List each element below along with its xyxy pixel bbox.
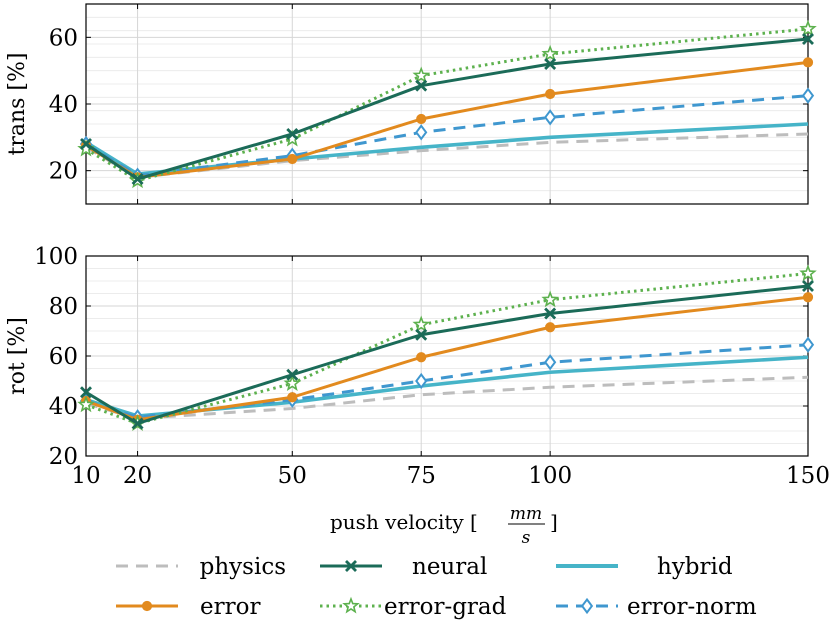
legend-entry-error: error [116, 594, 260, 620]
data-point-error [287, 392, 298, 403]
legend-entry-error-norm: error-norm [556, 594, 757, 620]
x-axis-label-close: ] [550, 510, 558, 534]
data-point-error [416, 113, 427, 125]
data-point-error [802, 57, 814, 68]
y-tick-label: 60 [49, 25, 78, 51]
data-point-error [287, 153, 298, 165]
y-tick-label: 80 [49, 294, 78, 320]
y-tick-label: 20 [49, 444, 78, 470]
y-tick-label: 60 [49, 344, 78, 370]
legend-marker-neural [345, 560, 357, 572]
legend-label-error-norm: error-norm [627, 594, 757, 620]
x-axis-label-denominator: s [522, 528, 531, 548]
y-axis-label: trans [%] [5, 53, 30, 156]
x-tick-label: 50 [278, 463, 307, 489]
y-tick-label: 40 [49, 92, 78, 118]
data-point-error-norm [544, 354, 557, 371]
data-point-neural [802, 33, 814, 45]
data-point-error-grad [541, 44, 559, 62]
data-point-error-norm [415, 372, 428, 390]
legend-entry-hybrid: hybrid [556, 554, 733, 580]
series-neural [80, 33, 814, 185]
y-axis-label: rot [%] [5, 317, 30, 395]
data-point-neural [544, 58, 557, 70]
series-error-grad [77, 264, 817, 431]
series-line-error [85, 295, 809, 422]
data-point-error-grad [412, 315, 430, 333]
data-point-neural [544, 307, 557, 320]
series-line-error-grad [85, 27, 809, 183]
data-point-error-norm [801, 336, 815, 353]
y-tick-label: 100 [34, 244, 78, 270]
data-point-neural [286, 128, 299, 140]
legend-entry-error-grad: error-grad [320, 594, 507, 620]
data-point-error-grad [412, 66, 430, 84]
series-line-error-grad [85, 272, 809, 425]
legend-entry-physics: physics [116, 554, 286, 580]
data-point-neural [415, 79, 428, 92]
data-point-error-grad [283, 374, 302, 391]
data-point-neural [415, 328, 428, 341]
x-tick-label: 20 [123, 463, 152, 489]
data-point-neural [286, 368, 299, 381]
data-point-error [545, 322, 556, 333]
legend-marker-error [141, 600, 153, 612]
legend-label-physics: physics [200, 554, 286, 580]
x-tick-label: 150 [786, 463, 830, 489]
data-point-neural [80, 386, 92, 399]
data-point-neural [80, 138, 92, 150]
legend-label-hybrid: hybrid [657, 554, 733, 580]
data-point-error [545, 88, 556, 100]
series-neural [80, 280, 814, 430]
data-point-error-norm [801, 87, 815, 104]
legend-marker-error-grad [342, 596, 360, 614]
data-point-neural [131, 417, 144, 430]
x-tick-label: 100 [528, 463, 572, 489]
data-point-error-norm [544, 109, 557, 126]
series-error [80, 292, 814, 425]
y-tick-label: 40 [49, 394, 78, 420]
legend-entry-neural: neural [320, 554, 487, 580]
x-axis-label: push velocity [ mm s] [330, 504, 558, 548]
data-point-error-grad [799, 19, 817, 37]
x-tick-label: 10 [71, 463, 100, 489]
data-point-error [416, 352, 427, 363]
data-point-error-grad [541, 290, 559, 308]
series-line-neural [85, 37, 809, 181]
legend-marker-error-norm [580, 597, 594, 615]
legend-label-neural: neural [412, 554, 487, 580]
data-point-neural [131, 173, 144, 185]
data-point-error-grad [799, 264, 817, 281]
data-point-neural [802, 280, 814, 292]
legend: physics neural hybrid error error-grad error-… [116, 554, 757, 620]
series-line-error [85, 60, 809, 179]
x-axis-label-text: push velocity [ [330, 510, 478, 534]
data-point-error-grad [77, 395, 95, 413]
x-axis-label-numerator: mm [510, 504, 542, 524]
series-line-neural [85, 284, 809, 425]
data-point-error-norm [415, 124, 428, 141]
data-point-error [802, 292, 814, 303]
legend-label-error: error [200, 594, 260, 620]
panel-trans: 20 40 60 trans [%] [5, 3, 817, 205]
legend-label-error-grad: error-grad [384, 594, 507, 620]
x-tick-label: 75 [407, 463, 436, 489]
series-line-error-norm [85, 343, 809, 419]
y-tick-label: 20 [49, 159, 78, 185]
